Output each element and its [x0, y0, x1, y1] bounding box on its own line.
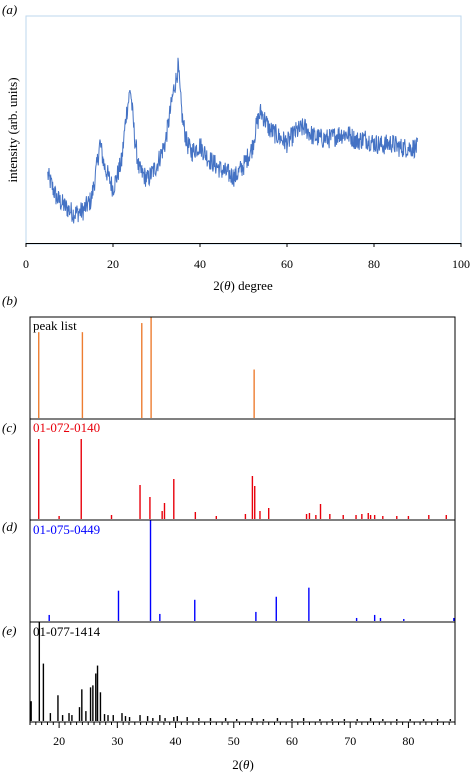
panel-a: (a) 0 20 40 60 80 100 2(θ) degree intensity (…: [2, 2, 470, 293]
panel-e-tick-label: 80: [402, 734, 414, 748]
panel-b-peak-list: [38, 317, 255, 418]
panel-a-tick-labels: 0 20 40 60 80 100: [23, 243, 470, 271]
panel-d-label: (d): [2, 519, 17, 534]
panel-a-tick-label: 60: [281, 257, 293, 271]
panel-d-reference-01-075-0449: [48, 520, 455, 621]
panel-b-label: (b): [2, 293, 17, 308]
panel-c-reference-01-072-0140: [38, 439, 447, 519]
panel-e-tick-label: 30: [111, 734, 123, 748]
panel-e-tick-label: 20: [53, 734, 65, 748]
panel-d-title: 01-075-0449: [33, 522, 100, 537]
panel-e-reference-01-077-1414: [30, 622, 452, 721]
panel-a-x-axis-title: 2(θ) degree: [213, 278, 273, 293]
panel-a-tick-label: 40: [194, 257, 206, 271]
panel-e-tick-labels: 20 30 40 50 60 70 80: [29, 722, 456, 748]
panel-e-title: 01-077-1414: [33, 624, 101, 639]
panel-a-tick-label: 100: [452, 257, 470, 271]
panel-c-label: (c): [2, 420, 16, 435]
panel-a-intensity-line: [47, 57, 418, 224]
panel-a-tick-label: 80: [368, 257, 380, 271]
panel-a-tick-label: 20: [107, 257, 119, 271]
panel-a-frame: [25, 15, 462, 245]
panel-e-label: (e): [2, 623, 16, 638]
panel-e-tick-label: 40: [170, 734, 182, 748]
panel-a-y-axis-title: intensity (arb. units): [5, 77, 20, 182]
panel-c-title: 01-072-0140: [33, 420, 100, 435]
panel-a-label: (a): [2, 2, 17, 17]
panel-e-tick-label: 50: [228, 734, 240, 748]
panel-e-tick-label: 70: [344, 734, 356, 748]
panel-a-tick-label: 0: [23, 257, 29, 271]
panel-b-title: peak list: [33, 318, 77, 333]
stacked-panels: (b) (c) (d) (e) peak list 01-072-0140 01…: [2, 293, 456, 772]
panel-e-x-axis-title: 2(θ): [232, 757, 254, 772]
panel-e-tick-label: 60: [286, 734, 298, 748]
